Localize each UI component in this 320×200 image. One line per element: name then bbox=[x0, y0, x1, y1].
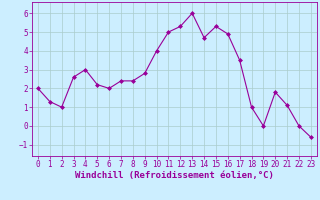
X-axis label: Windchill (Refroidissement éolien,°C): Windchill (Refroidissement éolien,°C) bbox=[75, 171, 274, 180]
